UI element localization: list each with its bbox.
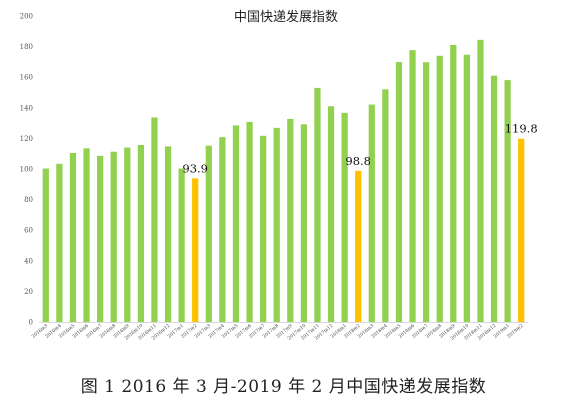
bar [300,124,307,322]
bar [137,144,144,322]
bar [42,168,49,322]
bar [110,151,117,322]
bar [97,155,104,322]
y-tick-label: 200 [20,13,33,21]
bar [151,117,158,323]
y-tick-label: 120 [20,135,33,143]
y-tick-label: 60 [24,227,33,235]
bar [341,112,348,322]
bar-highlighted [518,138,525,322]
y-axis: 0 20 40 60 80 100 120 140 160 180 200 [20,13,33,327]
bar [69,152,77,322]
bar [260,135,267,322]
bar [423,62,430,323]
bar [164,146,172,322]
bar-chart: 中国快递发展指数 0 20 40 60 80 100 120 140 160 180 200 201… [20,9,538,342]
figure-caption: 图 1 2016 年 3 月-2019 年 2 月中国快递发展指数 [80,377,487,397]
data-label: 119.8 [505,122,538,136]
bar [450,44,457,323]
bar [436,55,443,322]
y-tick-label: 100 [20,166,33,174]
bar [368,104,375,322]
bar [124,147,131,322]
bar [178,168,185,322]
y-tick-label: 0 [29,319,33,327]
bar [56,163,63,322]
bar-highlighted [355,170,362,322]
chart-title: 中国快递发展指数 [234,9,338,25]
bar [327,106,335,323]
y-tick-label: 160 [20,74,33,82]
data-label: 98.8 [345,154,371,168]
bar [490,75,498,322]
bar [477,39,484,322]
bar [382,89,389,322]
y-tick-label: 40 [24,257,33,265]
bar [232,125,240,323]
y-tick-label: 80 [24,196,33,204]
bar [463,54,470,323]
bar [395,62,403,322]
bar-highlighted [192,178,199,322]
bar [287,118,294,323]
x-axis: 2016m32016m42016m52016m62016m72016m82016… [31,322,528,342]
data-label: 93.9 [182,161,208,175]
y-tick-label: 180 [20,43,33,51]
bar [273,127,280,322]
bar [83,148,90,322]
bar [314,87,321,322]
bar [409,50,416,323]
bar [219,137,226,322]
bars [42,39,525,323]
bar [205,145,212,322]
data-labels: 93.9 98.8 119.8 [182,122,537,176]
y-tick-label: 140 [20,104,33,112]
bar [504,80,511,323]
y-tick-label: 20 [24,288,33,296]
bar [246,121,253,322]
